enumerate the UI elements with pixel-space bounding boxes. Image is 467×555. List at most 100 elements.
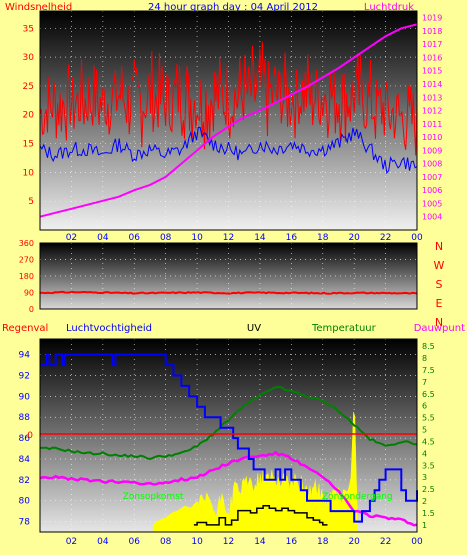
pressure-tick-label: 1006 — [422, 186, 442, 195]
humidity-tick-label: 78 — [19, 518, 31, 528]
humidity-label: Luchtvochtigheid — [66, 323, 152, 334]
wind-direction-tick-label: 180 — [19, 272, 34, 281]
sunrise-annotation: Zonsopkomst — [123, 492, 184, 502]
top-panel-series — [39, 23, 418, 218]
top-hour-tick-label: 22 — [380, 233, 391, 243]
humidity-tick-label: 94 — [19, 351, 31, 361]
top-hour-tick-label: 12 — [223, 233, 234, 243]
bottom-panel-background — [40, 339, 417, 532]
temperature-tick-label: 3.5 — [422, 461, 435, 470]
temperature-tick-label: 8 — [422, 354, 427, 363]
bottom-x-axis: 02 04 06 08 10 12 14 16 18 20 22 00 — [66, 537, 423, 547]
bottom-panel-series — [39, 353, 418, 533]
humidity-tick-label: 90 — [19, 392, 31, 402]
bottom-hour-tick-label: 00 — [411, 537, 423, 547]
wind-direction-tick-label: 360 — [19, 239, 34, 248]
bottom-panel-frame — [39, 338, 418, 533]
pressure-tick-label: 1008 — [422, 160, 442, 169]
uv-area-series — [152, 411, 358, 533]
bottom-hour-tick-label: 16 — [286, 537, 298, 547]
middle-panel-grid — [40, 242, 417, 310]
wind-gust-series — [39, 41, 418, 156]
humidity-tick-label: 92 — [19, 372, 30, 382]
bottom-hour-tick-label: 14 — [254, 537, 266, 547]
temperature-tick-label: 6 — [422, 402, 427, 411]
wind-direction-series — [39, 290, 418, 295]
pressure-tick-label: 1009 — [422, 146, 442, 155]
pressure-tick-label: 1014 — [422, 80, 442, 89]
temperature-tick-label: 4.5 — [422, 437, 435, 446]
bottom-right-axis: 1 1.5 2 2.5 3 3.5 4 4.5 5 5.5 6 6.5 7 7.5 8 8.5 — [422, 342, 435, 530]
wind-direction-tick-label: 90 — [24, 289, 34, 298]
pressure-tick-label: 1007 — [422, 173, 442, 182]
top-x-axis: 02 04 06 08 10 12 14 16 18 20 22 00 — [66, 233, 423, 243]
temperature-tick-label: 4 — [422, 449, 427, 458]
temperature-tick-label: 2.5 — [422, 485, 435, 494]
sunset-annotation: Zonsondergang — [322, 492, 393, 502]
top-hour-tick-label: 20 — [348, 233, 360, 243]
top-panel-frame — [39, 10, 418, 231]
temperature-tick-label: 8.5 — [422, 342, 435, 351]
top-hour-tick-label: 18 — [317, 233, 329, 243]
bottom-hour-tick-label: 20 — [348, 537, 360, 547]
top-hour-tick-label: 16 — [286, 233, 298, 243]
bottom-hour-tick-label: 04 — [97, 537, 109, 547]
temperature-tick-label: 7 — [422, 378, 427, 387]
pressure-tick-label: 1017 — [422, 40, 442, 49]
dewpoint-label: Dauwpunt — [414, 323, 465, 334]
pressure-series — [39, 23, 418, 218]
humidity-series — [40, 353, 418, 523]
wind-speed-tick-label: 30 — [23, 53, 35, 63]
pressure-tick-label: 1015 — [422, 67, 442, 76]
bottom-hour-tick-label: 08 — [160, 537, 172, 547]
wind-average-series — [39, 126, 418, 175]
top-hour-tick-label: 02 — [66, 233, 77, 243]
temperature-tick-label: 2 — [422, 497, 427, 506]
temperature-tick-label: 7.5 — [422, 366, 435, 375]
pressure-tick-label: 1005 — [422, 199, 442, 208]
compass-label-s: S — [436, 278, 443, 291]
rain-zero-label: 0 — [27, 431, 33, 441]
middle-panel-series — [39, 290, 418, 295]
top-hour-tick-label: 04 — [97, 233, 109, 243]
bottom-hour-tick-label: 06 — [129, 537, 141, 547]
compass-label-n-bottom: N — [435, 316, 443, 329]
wind-speed-tick-label: 15 — [23, 140, 34, 150]
wind-speed-tick-label: 25 — [23, 82, 34, 92]
rain-label: Regenval — [2, 323, 48, 334]
top-hour-tick-label: 08 — [160, 233, 172, 243]
compass-label-n-top: N — [435, 240, 443, 253]
compass-label-w: W — [434, 259, 445, 272]
wind-direction-tick-label: 270 — [19, 256, 34, 265]
pressure-label: Luchtdruk — [364, 2, 414, 13]
humidity-tick-label: 88 — [19, 413, 31, 423]
temperature-series — [39, 385, 418, 461]
pressure-tick-label: 1018 — [422, 27, 442, 36]
bottom-hour-tick-label: 18 — [317, 537, 329, 547]
temperature-tick-label: 5.5 — [422, 414, 435, 423]
pressure-tick-label: 1012 — [422, 107, 442, 116]
bottom-hour-tick-label: 10 — [191, 537, 203, 547]
chart-title: 24 hour graph day : 04 April 2012 — [148, 2, 318, 13]
top-hour-tick-label: 00 — [411, 233, 423, 243]
humidity-tick-label: 80 — [19, 497, 31, 507]
uv-label: UV — [247, 323, 261, 334]
humidity-tick-label: 86 — [19, 434, 31, 444]
pressure-tick-label: 1019 — [422, 14, 442, 23]
top-left-axis: 5 10 15 20 25 30 35 — [23, 24, 35, 207]
bottom-hour-tick-label: 02 — [66, 537, 77, 547]
temperature-tick-label: 1 — [422, 521, 427, 530]
bottom-hour-tick-label: 22 — [380, 537, 391, 547]
middle-left-axis: 0 90 180 270 360 — [19, 239, 34, 314]
pressure-tick-label: 1010 — [422, 133, 442, 142]
temperature-tick-label: 3 — [422, 473, 427, 482]
bottom-hour-tick-label: 12 — [223, 537, 234, 547]
compass-label-e: E — [436, 297, 443, 310]
humidity-tick-label: 82 — [19, 476, 30, 486]
humidity-tick-label: 84 — [19, 455, 31, 465]
wind-speed-label: Windsnelheid — [5, 2, 72, 13]
pressure-tick-label: 1011 — [422, 120, 442, 129]
solar-step-series — [193, 505, 328, 526]
